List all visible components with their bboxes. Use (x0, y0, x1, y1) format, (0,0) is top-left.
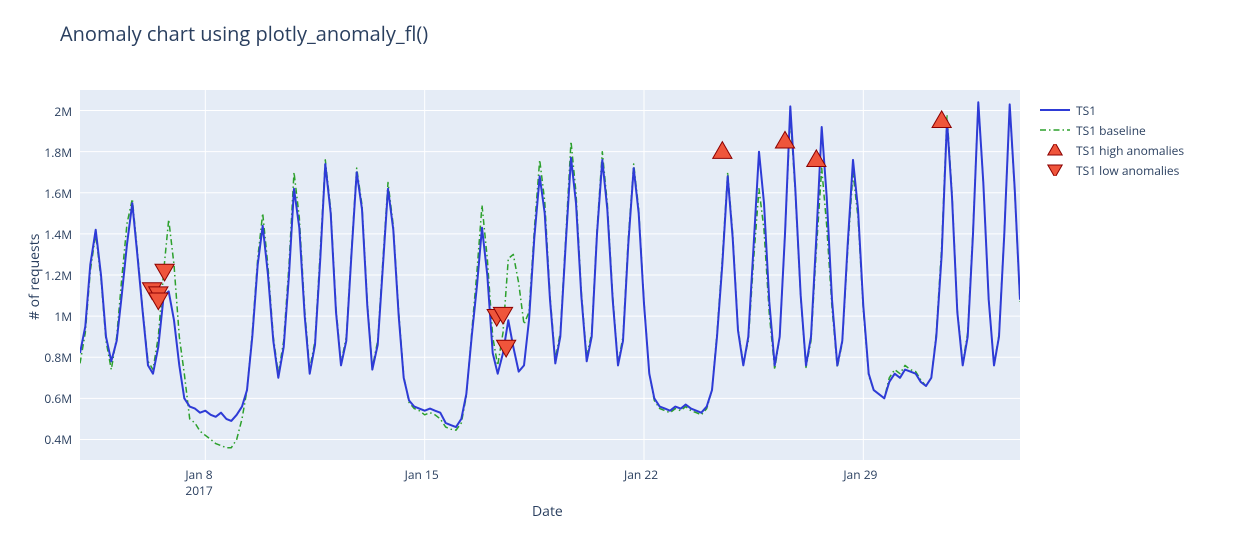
x-tick-label: Jan 22 (624, 466, 658, 483)
plot-area[interactable] (80, 90, 1020, 460)
legend-label: TS1 high anomalies (1076, 142, 1184, 159)
legend-swatch-high (1040, 144, 1070, 156)
legend-swatch-ts1 (1040, 104, 1070, 116)
x-tick-label: Jan 29 (843, 466, 877, 483)
legend-item-low[interactable]: TS1 low anomalies (1040, 160, 1184, 180)
legend-label: TS1 (1076, 102, 1096, 119)
x-axis-title: Date (532, 502, 563, 521)
x-tick-label: Jan 15 (405, 466, 439, 483)
chart-title: Anomaly chart using plotly_anomaly_fl() (60, 20, 428, 47)
legend-item-high[interactable]: TS1 high anomalies (1040, 140, 1184, 160)
x-tick-sublabel: 2017 (185, 482, 212, 499)
x-tick-label: Jan 8 (185, 466, 212, 483)
marker-high-anomaly[interactable] (932, 111, 951, 128)
legend-item-baseline[interactable]: TS1 baseline (1040, 120, 1184, 140)
y-tick-label: 1.6M (32, 185, 72, 202)
y-tick-label: 0.8M (32, 349, 72, 366)
plot-svg (80, 90, 1020, 460)
legend-swatch-baseline (1040, 124, 1070, 136)
legend-item-ts1[interactable]: TS1 (1040, 100, 1184, 120)
marker-low-anomaly[interactable] (155, 264, 174, 281)
series-ts1-line[interactable] (80, 102, 1020, 427)
y-tick-label: 0.4M (32, 431, 72, 448)
y-tick-label: 2M (32, 103, 72, 120)
anomaly-chart: Anomaly chart using plotly_anomaly_fl() … (0, 0, 1236, 537)
legend-label: TS1 baseline (1076, 122, 1146, 139)
y-tick-label: 1.8M (32, 144, 72, 161)
legend-label: TS1 low anomalies (1076, 162, 1179, 179)
y-axis-title: # of requests (25, 234, 44, 320)
marker-high-anomaly[interactable] (713, 142, 732, 159)
legend: TS1 TS1 baseline TS1 high anomalies TS1 low… (1040, 100, 1184, 180)
legend-swatch-low (1040, 164, 1070, 176)
y-tick-label: 0.6M (32, 390, 72, 407)
marker-low-anomaly[interactable] (149, 293, 168, 310)
